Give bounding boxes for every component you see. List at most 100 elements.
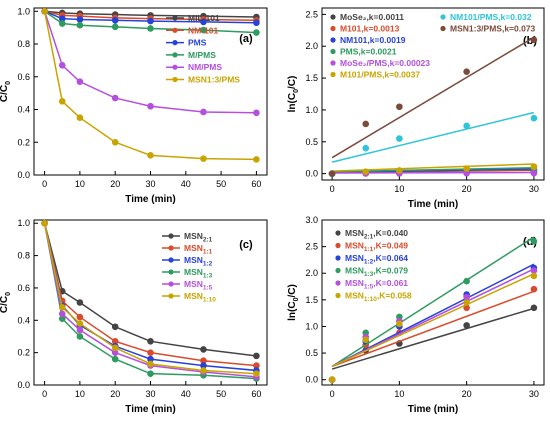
x-tick-label: 40	[181, 179, 191, 189]
data-point	[76, 313, 84, 321]
y-tick-label: 1.0	[305, 321, 318, 331]
legend-marker	[335, 280, 341, 286]
legend-marker	[172, 40, 178, 46]
data-point	[111, 138, 119, 146]
x-axis-label: Time (min)	[125, 404, 175, 415]
x-tick-label: 20	[462, 184, 472, 194]
legend-marker	[172, 15, 178, 21]
data-point	[396, 167, 403, 174]
data-point	[463, 68, 470, 76]
panel-4: 0 10 20 30 0.0 0.5 1.0 1.5 2.0 2.5 3.0 Time (min) ln…	[287, 215, 545, 415]
x-tick-label: 40	[181, 389, 191, 399]
x-tick-label: 30	[145, 179, 155, 189]
legend-entry: MSN1:10,K=0.058	[345, 291, 412, 304]
legend-marker	[335, 255, 341, 261]
y-tick-label: 1.0	[17, 218, 30, 228]
legend-marker	[168, 245, 174, 251]
data-point	[396, 103, 403, 111]
series-2	[41, 219, 260, 369]
legend-entry: MSN1:2,K=0.064	[345, 253, 408, 266]
data-point	[111, 23, 119, 31]
fit-line	[331, 290, 535, 368]
legend-entry: MSN1:3	[184, 267, 213, 280]
legend-marker	[330, 48, 336, 55]
data-point	[463, 122, 470, 130]
legend: MSN2:1,K=0.040MSN1:1,K=0.049MSN1:2,K=0.0…	[335, 228, 412, 303]
data-point	[530, 163, 538, 170]
x-tick-label: 10	[394, 389, 404, 399]
legend-marker	[330, 60, 336, 66]
legend-entry: MoSe₂,k=0.0011	[340, 12, 404, 22]
x-tick-label: 60	[251, 389, 261, 399]
y-tick-label: 0.2	[17, 137, 30, 147]
data-point	[147, 360, 154, 368]
y-axis-label: C/C0	[0, 81, 12, 102]
legend-entry: MSN1:1	[184, 243, 213, 256]
data-point	[76, 320, 84, 327]
y-tick-label: 0.8	[17, 251, 30, 261]
x-tick-label: 30	[529, 184, 539, 194]
data-point	[147, 25, 154, 32]
data-point	[396, 135, 403, 142]
data-point	[200, 155, 207, 162]
x-tick-label: 50	[216, 389, 226, 399]
legend-entry: MSN1:1,K=0.049	[345, 241, 408, 254]
fit-line	[331, 273, 535, 368]
series-8	[328, 36, 538, 177]
data-point	[41, 7, 48, 15]
data-point	[328, 170, 336, 177]
data-point	[58, 304, 66, 311]
data-point	[253, 156, 260, 163]
panel-label: (a)	[239, 33, 253, 45]
data-point	[253, 19, 260, 27]
data-point	[200, 26, 207, 34]
plot-frame	[33, 7, 268, 176]
data-point	[111, 323, 119, 331]
legend-marker	[335, 292, 341, 299]
data-point	[253, 29, 260, 36]
legend-entry: MSN2:1	[184, 231, 213, 244]
y-tick-label: 3.0	[305, 215, 318, 225]
x-tick-label: 30	[529, 389, 539, 399]
legend-marker	[330, 14, 336, 20]
legend-marker	[168, 281, 174, 287]
data-point	[76, 78, 84, 85]
y-tick-label: 0.6	[17, 72, 30, 82]
y-tick-label: 2.5	[305, 242, 318, 252]
data-point	[58, 310, 66, 318]
data-point	[362, 168, 370, 176]
y-tick-label: 0.4	[17, 315, 30, 325]
data-point	[76, 16, 84, 23]
data-point	[463, 322, 470, 329]
x-axis-label: Time (min)	[125, 194, 175, 205]
series-line	[43, 223, 257, 357]
legend-entry: MSN1:3/PMS,k=0.073	[450, 24, 536, 34]
data-point	[147, 370, 154, 377]
data-point	[200, 108, 207, 116]
y-tick-label: 2.5	[305, 9, 318, 19]
legend-marker	[330, 71, 336, 78]
legend-entry: MSN1:5	[184, 279, 213, 292]
x-tick-label: 0	[42, 179, 47, 189]
x-tick-label: 50	[216, 179, 226, 189]
legend-entry: M101,k=0.0013	[340, 24, 400, 34]
legend-marker	[335, 242, 341, 249]
legend-marker	[172, 76, 178, 83]
y-axis-label: ln(C0/C)	[287, 284, 300, 321]
data-point	[200, 18, 207, 26]
data-point	[76, 114, 84, 121]
y-tick-label: 1.5	[305, 295, 318, 305]
legend-marker	[172, 27, 178, 33]
x-tick-label: 0	[330, 389, 335, 399]
x-tick-label: 10	[394, 184, 404, 194]
data-point	[253, 352, 260, 360]
fit-line	[331, 111, 535, 163]
legend-entry: MSN1:3,K=0.079	[345, 266, 408, 279]
panel-2: 0 10 20 30 0.0 0.5 1.0 1.5 2.0 2.5 Time (min) ln(C0…	[287, 7, 545, 210]
y-tick-label: 0.5	[305, 137, 318, 147]
legend-marker	[335, 230, 341, 236]
y-axis-label: ln(C0/C)	[287, 76, 300, 113]
data-point	[463, 299, 470, 306]
legend-entry: NM101,k=0.0019	[340, 35, 406, 45]
